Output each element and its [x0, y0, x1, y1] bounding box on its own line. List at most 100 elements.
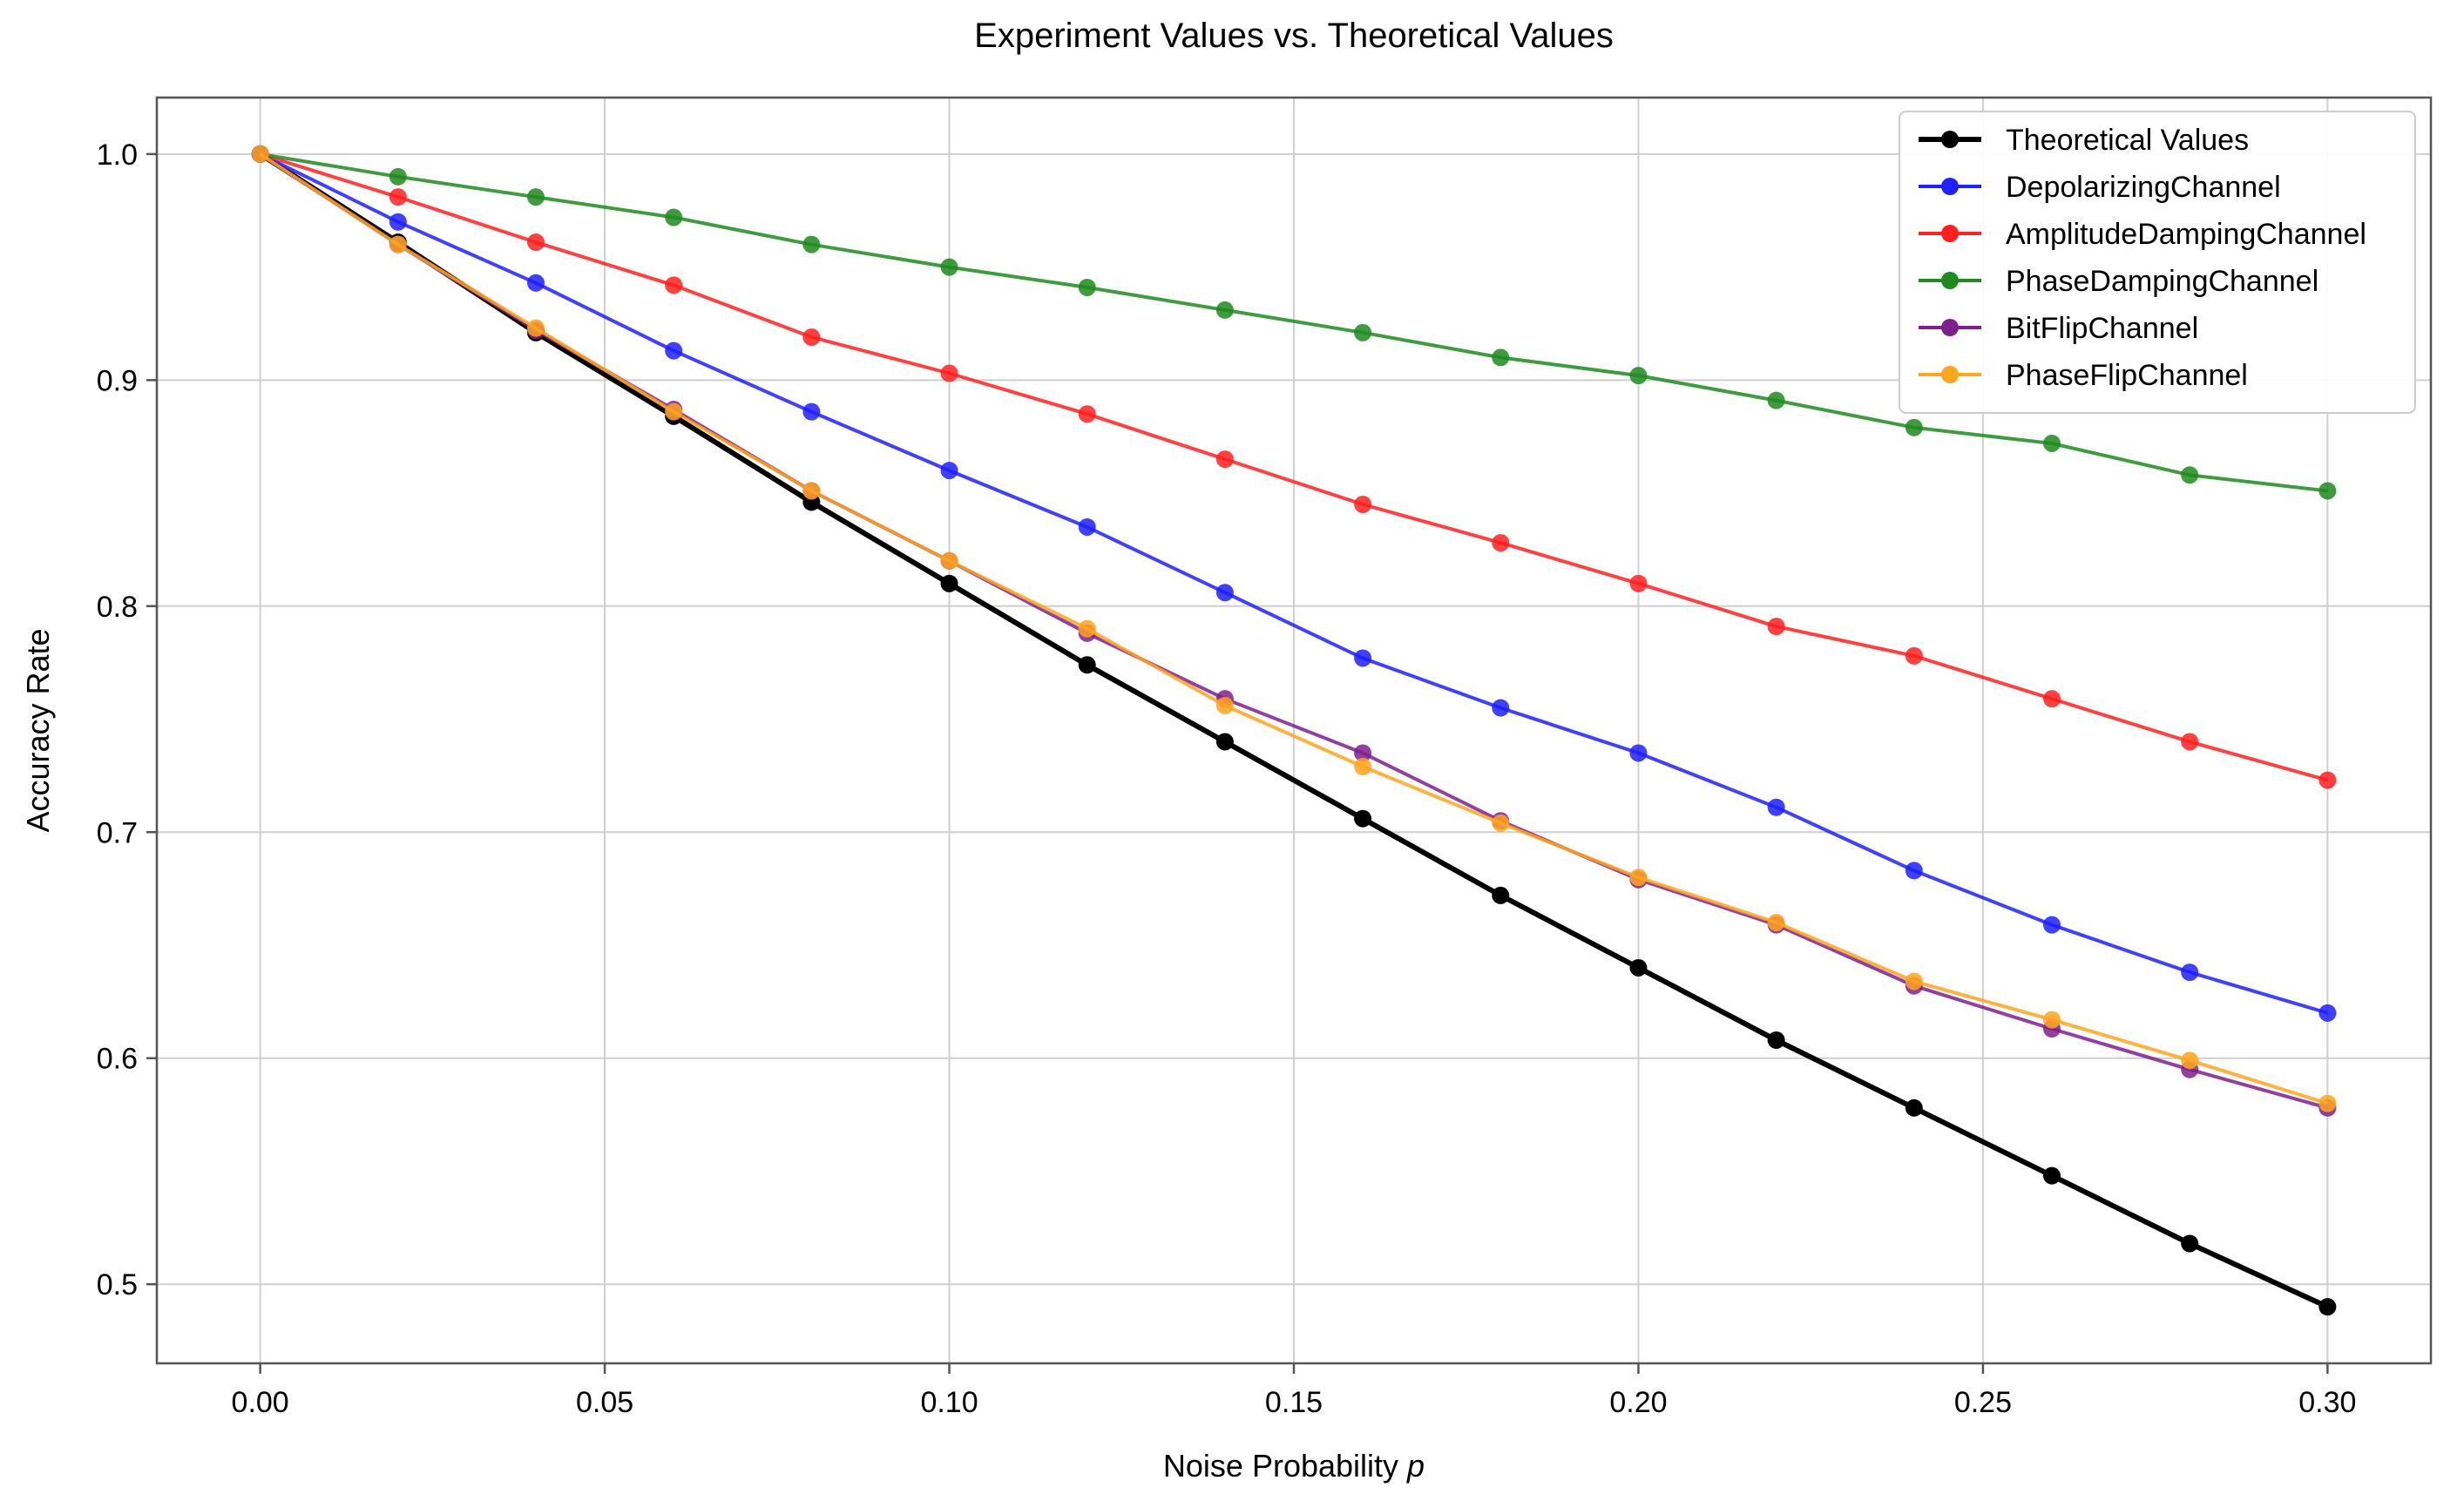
legend-label-phase-damping-channel: PhaseDampingChannel — [2006, 265, 2318, 298]
x-axis-label-variable: p — [1406, 1448, 1425, 1484]
x-axis-label: Noise Probability p — [1163, 1448, 1425, 1484]
legend-item-theoretical-values: Theoretical Values — [1919, 124, 2249, 157]
data-point-phase-flip-channel — [1492, 814, 1510, 832]
data-point-phase-flip-channel — [251, 145, 269, 163]
series-line-phase-flip-channel — [259, 152, 2328, 1105]
data-point-depolarizing-channel — [2318, 1004, 2337, 1022]
data-point-depolarizing-channel — [2043, 916, 2061, 934]
series-line-depolarizing-channel — [259, 152, 2328, 1015]
series-phase-damping-channel — [251, 145, 2337, 500]
series-amplitude-damping-channel — [251, 145, 2337, 789]
legend-item-depolarizing-channel: DepolarizingChannel — [1919, 171, 2281, 204]
y-tick-label: 1.0 — [97, 139, 138, 172]
data-point-depolarizing-channel — [1078, 517, 1096, 536]
data-point-amplitude-damping-channel — [940, 364, 958, 382]
x-tick-label: 0.20 — [1609, 1386, 1667, 1419]
data-point-phase-damping-channel — [1767, 391, 1785, 409]
data-point-depolarizing-channel — [527, 274, 545, 292]
data-point-phase-flip-channel — [1629, 869, 1648, 887]
data-point-theoretical-values — [940, 574, 958, 592]
data-point-phase-flip-channel — [2318, 1094, 2337, 1112]
x-axis-label-text: Noise Probability — [1163, 1448, 1398, 1484]
legend: Theoretical Values DepolarizingChannel Amp… — [1899, 111, 2416, 414]
legend-label-bit-flip-channel: BitFlipChannel — [2006, 312, 2198, 345]
data-point-theoretical-values — [1078, 656, 1096, 674]
data-point-depolarizing-channel — [1629, 744, 1648, 762]
data-point-amplitude-damping-channel — [389, 188, 407, 206]
legend-marker-depolarizing-channel — [1941, 178, 1959, 195]
data-point-amplitude-damping-channel — [1078, 405, 1096, 423]
data-point-theoretical-values — [1354, 809, 1372, 828]
data-point-theoretical-values — [2043, 1166, 2061, 1185]
legend-label-phase-flip-channel: PhaseFlipChannel — [2006, 359, 2248, 392]
data-point-depolarizing-channel — [1767, 798, 1785, 816]
data-point-amplitude-damping-channel — [1492, 534, 1510, 552]
legend-marker-bit-flip-channel — [1941, 319, 1959, 336]
grid — [157, 98, 2431, 1363]
legend-box — [1899, 111, 2416, 414]
data-point-phase-damping-channel — [940, 258, 958, 276]
data-point-depolarizing-channel — [1215, 584, 1234, 602]
data-point-theoretical-values — [1767, 1031, 1785, 1049]
data-point-phase-damping-channel — [2318, 482, 2337, 500]
data-point-amplitude-damping-channel — [665, 276, 683, 294]
data-point-amplitude-damping-channel — [1629, 574, 1648, 592]
data-point-depolarizing-channel — [1492, 699, 1510, 717]
series-depolarizing-channel — [251, 145, 2337, 1022]
data-point-amplitude-damping-channel — [1767, 618, 1785, 636]
data-point-bit-flip-channel — [1354, 744, 1372, 762]
data-point-phase-flip-channel — [665, 402, 683, 421]
series-phase-flip-channel — [251, 145, 2337, 1112]
data-point-phase-flip-channel — [1078, 619, 1096, 638]
data-point-phase-flip-channel — [1215, 696, 1234, 714]
x-tick-label: 0.15 — [1265, 1386, 1323, 1419]
data-point-phase-flip-channel — [2043, 1011, 2061, 1029]
data-point-amplitude-damping-channel — [2043, 690, 2061, 708]
legend-marker-phase-damping-channel — [1941, 272, 1959, 289]
x-tick-label: 0.10 — [920, 1386, 978, 1419]
data-point-phase-flip-channel — [940, 551, 958, 570]
data-point-phase-damping-channel — [1215, 301, 1234, 319]
data-point-phase-damping-channel — [1078, 278, 1096, 296]
data-point-phase-damping-channel — [527, 188, 545, 206]
series-line-phase-damping-channel — [260, 152, 2328, 493]
data-point-depolarizing-channel — [802, 402, 821, 421]
legend-label-theoretical-values: Theoretical Values — [2006, 124, 2249, 157]
data-point-phase-flip-channel — [802, 482, 821, 500]
legend-item-amplitude-damping-channel: AmplitudeDampingChannel — [1919, 218, 2366, 251]
legend-marker-theoretical-values — [1941, 131, 1959, 148]
x-axis-label-spacer — [1398, 1448, 1407, 1484]
legend-item-phase-damping-channel: PhaseDampingChannel — [1919, 265, 2318, 298]
data-point-phase-damping-channel — [802, 235, 821, 254]
chart-title: Experiment Values vs. Theoretical Values — [974, 17, 1614, 55]
data-point-amplitude-damping-channel — [2318, 771, 2337, 789]
series-line-theoretical-values — [258, 152, 2329, 1309]
y-tick-label: 0.5 — [97, 1268, 138, 1301]
x-tick-label: 0.30 — [2298, 1386, 2356, 1419]
data-point-depolarizing-channel — [665, 341, 683, 360]
data-point-phase-flip-channel — [1767, 914, 1785, 932]
y-tick-label: 0.8 — [97, 591, 138, 624]
data-point-phase-damping-channel — [665, 208, 683, 226]
legend-label-amplitude-damping-channel: AmplitudeDampingChannel — [2006, 218, 2366, 251]
data-point-phase-damping-channel — [2181, 466, 2199, 484]
data-point-theoretical-values — [2318, 1298, 2337, 1316]
data-point-phase-flip-channel — [2181, 1051, 2199, 1070]
x-tick-label: 0.00 — [232, 1386, 289, 1419]
legend-label-depolarizing-channel: DepolarizingChannel — [2006, 171, 2281, 204]
data-point-amplitude-damping-channel — [1905, 646, 1923, 665]
data-point-amplitude-damping-channel — [527, 233, 545, 252]
x-tick-label: 0.25 — [1954, 1386, 2012, 1419]
data-point-depolarizing-channel — [389, 213, 407, 231]
data-point-depolarizing-channel — [2181, 963, 2199, 982]
data-point-amplitude-damping-channel — [802, 328, 821, 347]
legend-item-phase-flip-channel: PhaseFlipChannel — [1919, 359, 2248, 392]
data-point-theoretical-values — [1629, 958, 1648, 977]
data-point-phase-flip-channel — [1905, 972, 1923, 990]
data-point-phase-damping-channel — [1905, 418, 1923, 436]
data-point-amplitude-damping-channel — [1354, 496, 1372, 514]
legend-marker-amplitude-damping-channel — [1941, 225, 1959, 242]
data-point-amplitude-damping-channel — [1215, 450, 1234, 469]
x-tick-label: 0.05 — [576, 1386, 633, 1419]
